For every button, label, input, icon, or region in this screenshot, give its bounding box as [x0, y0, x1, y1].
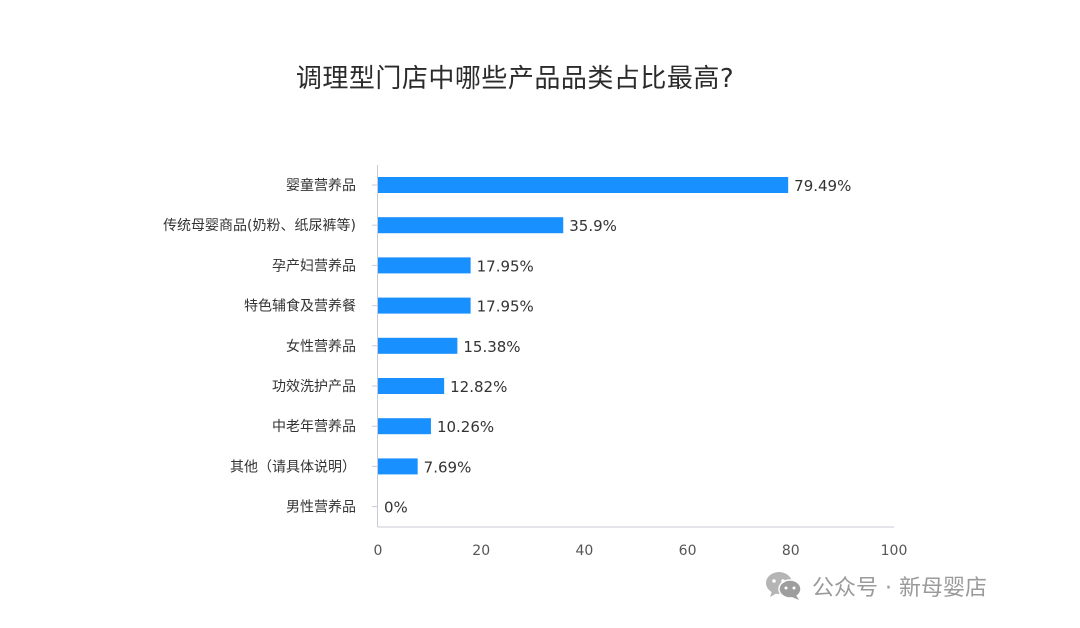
x-tick-label: 0: [374, 543, 383, 559]
axis-layer: [372, 165, 894, 528]
category-label: 女性营养品: [286, 338, 356, 355]
chart-title: 调理型门店中哪些产品品类占比最高?: [295, 64, 735, 94]
category-label: 功效洗护产品: [272, 379, 356, 395]
bar: [378, 378, 445, 394]
category-label: 传统母婴商品(奶粉、纸尿裤等): [163, 217, 356, 234]
data-label: 79.49%: [794, 177, 851, 195]
x-tick-label: 20: [472, 543, 490, 559]
category-label: 中老年营养品: [272, 419, 356, 435]
wechat-icon: [766, 572, 802, 600]
category-label: 特色辅食及营养餐: [244, 298, 356, 315]
x-tick-label: 40: [575, 543, 593, 559]
watermark: 公众号 · 新母婴店: [764, 566, 987, 606]
x-tick-label: 60: [679, 543, 697, 559]
x-tick-label: 100: [881, 543, 908, 559]
category-label: 孕产妇营养品: [272, 257, 356, 274]
data-label: 0%: [384, 499, 408, 517]
bar: [378, 337, 458, 354]
bars-layer: [378, 177, 789, 475]
bar: [378, 418, 431, 435]
data-label: 17.95%: [477, 257, 534, 275]
bar: [378, 458, 418, 475]
category-label: 其他（请具体说明）: [230, 459, 356, 475]
labels-layer: 婴童营养品 79.49% 传统母婴商品(奶粉、纸尿裤等) 35.9% 孕产妇营养品 17.…: [163, 177, 907, 559]
data-label: 7.69%: [424, 458, 472, 476]
bar: [378, 217, 564, 234]
data-label: 15.38%: [463, 338, 520, 356]
data-label: 10.26%: [437, 418, 494, 436]
category-label: 男性营养品: [286, 500, 356, 516]
watermark-text: 公众号 · 新母婴店: [812, 576, 987, 601]
data-label: 17.95%: [477, 298, 534, 316]
bar: [378, 297, 471, 314]
bar: [378, 257, 471, 274]
category-label: 婴童营养品: [286, 177, 356, 194]
bar: [378, 177, 789, 193]
data-label: 35.9%: [569, 217, 617, 235]
data-label: 12.82%: [450, 378, 507, 396]
x-tick-label: 80: [782, 543, 800, 559]
